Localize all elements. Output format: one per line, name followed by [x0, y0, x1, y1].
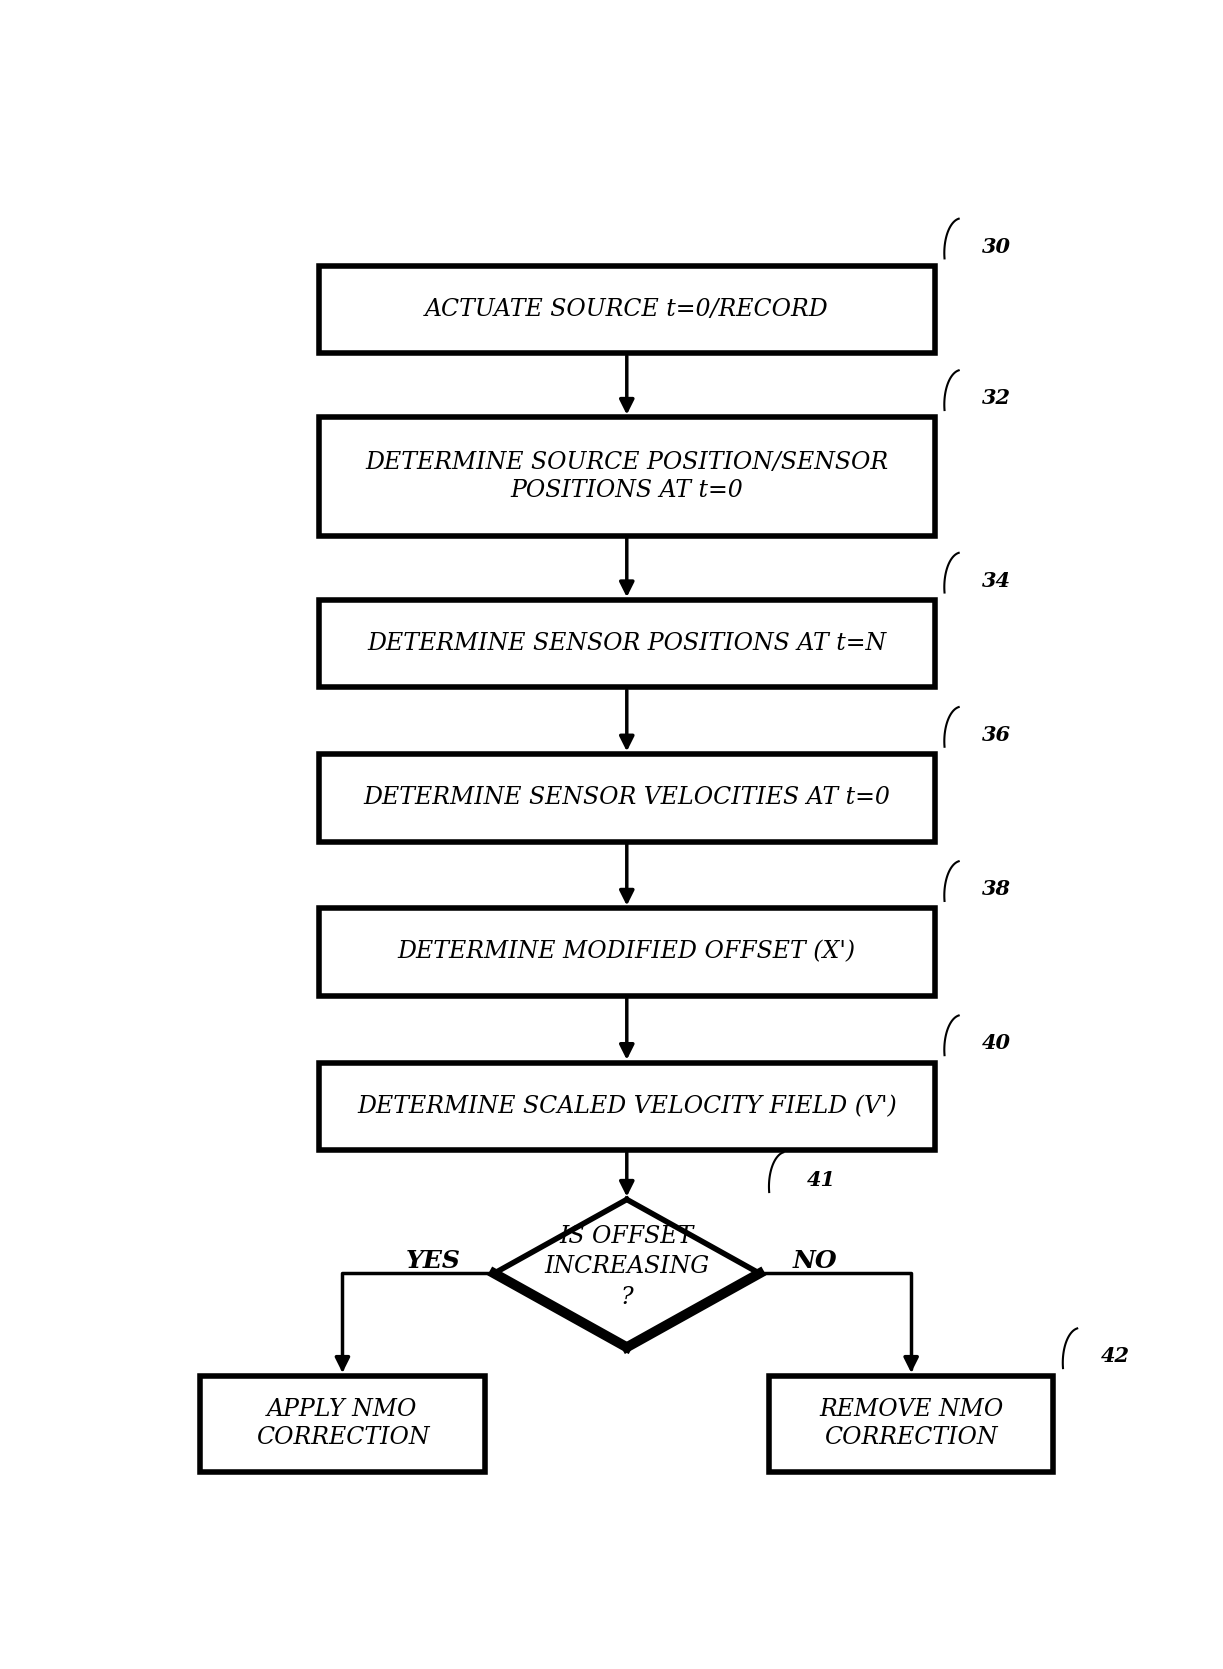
FancyBboxPatch shape	[319, 1063, 934, 1150]
Text: IS OFFSET
INCREASING
?: IS OFFSET INCREASING ?	[544, 1225, 709, 1308]
Text: YES: YES	[406, 1248, 461, 1272]
Text: 41: 41	[807, 1170, 835, 1190]
FancyBboxPatch shape	[319, 599, 934, 688]
Text: 34: 34	[982, 571, 1011, 591]
Text: DETERMINE SENSOR VELOCITIES AT t=0: DETERMINE SENSOR VELOCITIES AT t=0	[363, 786, 890, 809]
Text: 40: 40	[982, 1033, 1011, 1053]
FancyBboxPatch shape	[319, 417, 934, 536]
Text: APPLY NMO
CORRECTION: APPLY NMO CORRECTION	[256, 1399, 429, 1449]
FancyBboxPatch shape	[769, 1375, 1053, 1472]
FancyBboxPatch shape	[319, 754, 934, 841]
Text: 30: 30	[982, 237, 1011, 257]
Text: REMOVE NMO
CORRECTION: REMOVE NMO CORRECTION	[819, 1399, 1003, 1449]
Text: DETERMINE SCALED VELOCITY FIELD (V'): DETERMINE SCALED VELOCITY FIELD (V')	[357, 1095, 896, 1118]
Text: 32: 32	[982, 389, 1011, 409]
Text: 38: 38	[982, 880, 1011, 900]
Text: DETERMINE SOURCE POSITION/SENSOR
POSITIONS AT t=0: DETERMINE SOURCE POSITION/SENSOR POSITIO…	[366, 451, 888, 502]
Polygon shape	[494, 1200, 759, 1347]
FancyBboxPatch shape	[319, 908, 934, 996]
Text: 42: 42	[1101, 1347, 1130, 1367]
FancyBboxPatch shape	[319, 265, 934, 354]
Text: 36: 36	[982, 724, 1011, 744]
Text: ACTUATE SOURCE t=0/RECORD: ACTUATE SOURCE t=0/RECORD	[424, 299, 829, 320]
Text: DETERMINE MODIFIED OFFSET (X'): DETERMINE MODIFIED OFFSET (X')	[397, 941, 856, 963]
Text: DETERMINE SENSOR POSITIONS AT t=N: DETERMINE SENSOR POSITIONS AT t=N	[367, 633, 887, 656]
Text: NO: NO	[793, 1248, 838, 1272]
FancyBboxPatch shape	[201, 1375, 484, 1472]
